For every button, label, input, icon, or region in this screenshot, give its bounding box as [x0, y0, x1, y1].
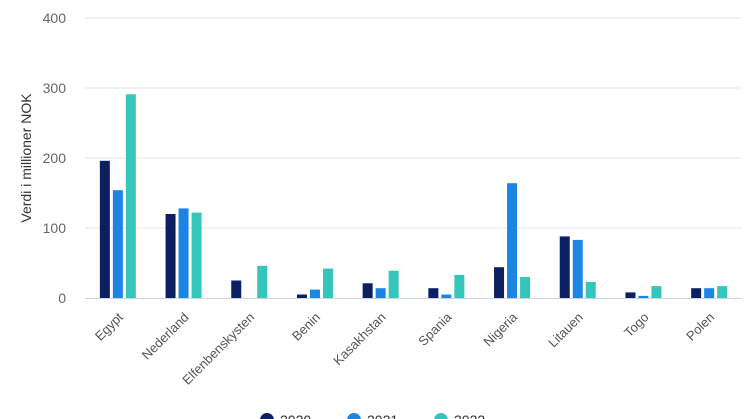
bar-2022-spania[interactable]	[454, 274, 465, 298]
legend-item-2020[interactable]: 2020	[260, 412, 311, 419]
x-tick-label: Egypt	[92, 309, 126, 343]
bars	[99, 94, 728, 299]
y-tick-label: 100	[43, 220, 67, 236]
bar-2020-benin[interactable]	[296, 294, 307, 299]
bar-2022-benin[interactable]	[322, 268, 333, 298]
x-tick-label: Kasakhstan	[330, 310, 389, 369]
x-tick-label: Litauen	[545, 310, 586, 351]
x-tick-label: Nigeria	[480, 309, 520, 349]
bar-2022-nederland[interactable]	[191, 212, 202, 298]
bar-2021-nederland[interactable]	[178, 208, 189, 298]
x-tick-label: Nederland	[139, 310, 192, 363]
bar-2021-nigeria[interactable]	[507, 183, 518, 298]
bar-2020-spania[interactable]	[428, 288, 439, 298]
bar-2022-egypt[interactable]	[125, 94, 136, 298]
y-axis-title: Verdi i millioner NOK	[18, 93, 34, 223]
bar-2021-egypt[interactable]	[112, 190, 123, 298]
legend-marker	[347, 413, 361, 419]
bar-2020-litauen[interactable]	[559, 236, 570, 298]
bar-2022-elfenbenskysten[interactable]	[257, 265, 268, 298]
bar-2022-nigeria[interactable]	[520, 277, 531, 298]
legend-label: 2020	[280, 412, 311, 419]
bar-2020-kasakhstan[interactable]	[362, 283, 373, 298]
x-tick-label: Elfenbenskysten	[179, 310, 257, 388]
bar-2021-litauen[interactable]	[572, 239, 583, 298]
legend: 2020 2021 2022	[260, 412, 485, 419]
bar-2021-spania[interactable]	[441, 294, 452, 299]
bar-2022-togo[interactable]	[651, 286, 662, 298]
bar-2020-nigeria[interactable]	[494, 267, 505, 298]
bar-2021-polen[interactable]	[704, 288, 715, 298]
x-tick-label: Benin	[289, 310, 323, 344]
bar-2021-togo[interactable]	[638, 295, 649, 298]
bar-2022-polen[interactable]	[717, 286, 728, 298]
bar-2020-nederland[interactable]	[165, 214, 176, 298]
legend-label: 2022	[454, 412, 485, 419]
bar-2020-polen[interactable]	[691, 288, 702, 298]
bar-2021-kasakhstan[interactable]	[375, 288, 386, 298]
y-tick-label: 0	[58, 290, 66, 306]
gridlines	[85, 17, 742, 229]
y-axis-ticks: 0 100 200 300 400	[43, 10, 67, 306]
x-tick-label: Spania	[415, 309, 455, 349]
y-tick-label: 300	[43, 80, 67, 96]
legend-label: 2021	[367, 412, 398, 419]
x-tick-label: Togo	[621, 310, 652, 341]
legend-item-2022[interactable]: 2022	[434, 412, 485, 419]
bar-2020-togo[interactable]	[625, 292, 636, 298]
y-tick-label: 200	[43, 150, 67, 166]
bar-2021-benin[interactable]	[309, 289, 320, 298]
bar-2020-elfenbenskysten[interactable]	[231, 280, 242, 299]
legend-marker	[260, 413, 274, 419]
bar-2022-litauen[interactable]	[585, 281, 596, 298]
legend-item-2021[interactable]: 2021	[347, 412, 398, 419]
legend-marker	[434, 413, 448, 419]
y-tick-label: 400	[43, 10, 67, 26]
bar-2022-kasakhstan[interactable]	[388, 270, 399, 298]
bar-2020-egypt[interactable]	[99, 160, 110, 298]
x-tick-label: Polen	[683, 310, 717, 344]
